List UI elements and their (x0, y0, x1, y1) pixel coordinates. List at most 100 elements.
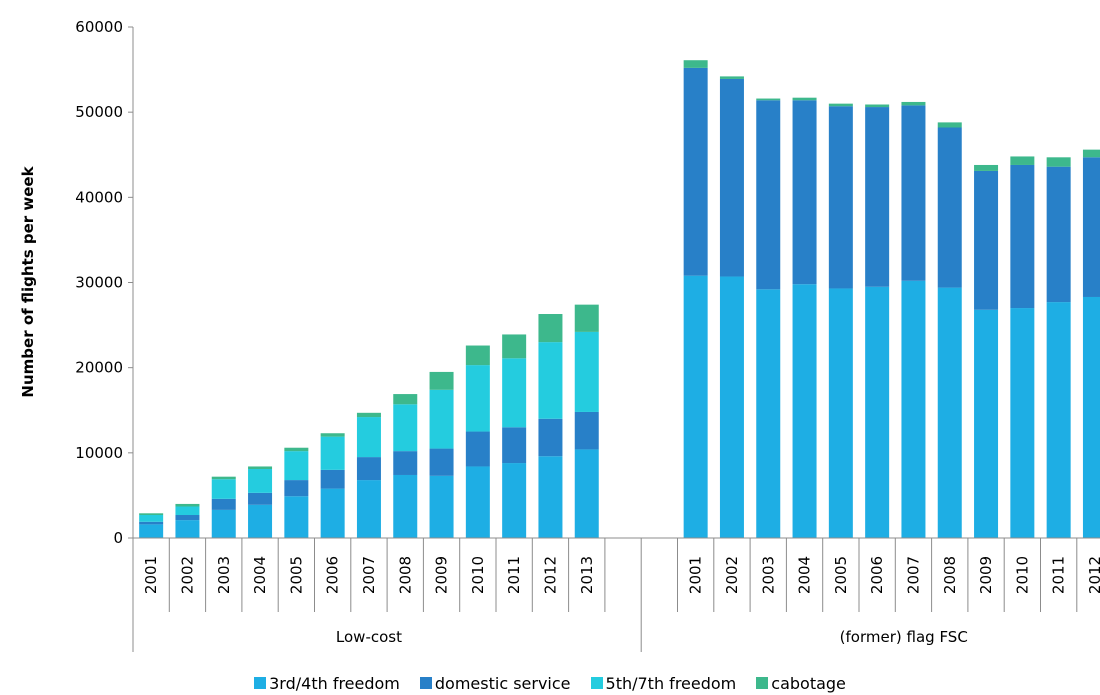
bar-segment (139, 524, 164, 538)
bar-segment (1082, 149, 1100, 158)
bar-segment (974, 164, 999, 171)
bar-segment (1046, 302, 1071, 538)
bar-segment (320, 469, 345, 489)
bar-segment (828, 103, 853, 107)
bar-segment (502, 427, 527, 464)
bar-segment (284, 447, 309, 452)
bar-segment (538, 456, 563, 538)
bar-segment (574, 449, 599, 538)
bar-segment (502, 334, 527, 359)
bar-segment (502, 463, 527, 538)
x-tick-label: 2009 (433, 556, 451, 594)
x-tick-label: 2005 (832, 556, 850, 594)
y-tick-label: 0 (113, 529, 123, 547)
legend: 3rd/4th freedom domestic service 5th/7th f… (0, 672, 1100, 694)
bar-segment (974, 170, 999, 310)
bar-segment (429, 448, 454, 476)
bar-segment (937, 127, 962, 288)
bar-segment (1010, 164, 1035, 309)
bar-segment (356, 480, 381, 538)
bar-segment (865, 107, 890, 287)
bar-segment (574, 304, 599, 332)
x-tick-label: 2007 (904, 556, 922, 594)
bar-segment (248, 504, 273, 538)
bar-segment (356, 457, 381, 481)
y-axis-label: Number of flights per week (19, 165, 37, 397)
bar-segment (502, 358, 527, 428)
x-tick-label: 2010 (1013, 556, 1031, 594)
bar-segment (465, 365, 490, 432)
stacked-bar-chart: 0 10000 20000 30000 40000 50000 60000 2001 2002 2… (19, 18, 1100, 652)
bar-segment (538, 314, 563, 343)
x-tick-label: 2004 (251, 556, 269, 594)
bar-segment (465, 431, 490, 467)
bar-segment (211, 479, 236, 499)
bar-segment (393, 404, 418, 452)
x-tick-label: 2006 (868, 556, 886, 594)
x-tick-label: 2002 (723, 556, 741, 594)
bar-segment (756, 98, 781, 101)
bar-segment (901, 105, 926, 281)
bar-segment (429, 389, 454, 449)
legend-item: 5th/7th freedom (590, 673, 737, 693)
legend-item: cabotage (756, 674, 846, 693)
bar-segment (284, 496, 309, 538)
x-tick-label: 2007 (360, 556, 378, 594)
bar-segment (901, 280, 926, 538)
bar-segment (465, 345, 490, 366)
bar-segment (1082, 296, 1100, 538)
bar-segment (538, 418, 563, 457)
x-tick-label: 2003 (759, 556, 777, 594)
y-tick-label: 20000 (75, 359, 123, 377)
bar-segment (1046, 166, 1071, 303)
bar-segment (393, 474, 418, 538)
bar-segment (828, 288, 853, 538)
bar-segment (719, 76, 744, 79)
x-tick-label: 2001 (687, 556, 705, 594)
legend-label: 3rd/4th freedom (269, 673, 400, 693)
legend-swatch (756, 677, 769, 689)
y-tick-label: 40000 (75, 188, 123, 206)
bar-segment (175, 506, 200, 516)
bar-segment (284, 451, 309, 481)
bar-segment (356, 417, 381, 458)
legend-label: 5th/7th freedom (605, 673, 737, 693)
bar-segment (211, 498, 236, 510)
bar-segment (211, 476, 236, 480)
x-tick-label: 2004 (796, 556, 814, 594)
x-tick-label: 2013 (578, 556, 596, 594)
bar-segment (429, 475, 454, 538)
bar-segment (756, 100, 781, 290)
bar-segment (248, 492, 273, 505)
x-tick-label: 2009 (977, 556, 995, 594)
y-tick-label: 10000 (75, 444, 123, 462)
bar-segment (284, 480, 309, 497)
bar-segment (320, 433, 345, 437)
x-tick-label: 2002 (178, 556, 196, 594)
legend-swatch (254, 677, 267, 689)
x-tick-label: 2012 (541, 556, 559, 594)
bar-segment (865, 104, 890, 108)
bar-segment (865, 286, 890, 538)
bar-segment (429, 371, 454, 390)
bar-segment (465, 466, 490, 538)
bar-segment (719, 276, 744, 538)
x-tick-label: 2001 (142, 556, 160, 594)
bar-segment (937, 287, 962, 538)
bar-segment (683, 275, 708, 538)
x-tick-label: 2011 (505, 556, 523, 594)
bar-segment (683, 60, 708, 68)
bar-segment (211, 509, 236, 538)
bar-segment (792, 100, 817, 285)
y-tick-label: 30000 (75, 274, 123, 292)
x-tick-label: 2010 (469, 556, 487, 594)
x-tick-label: 2012 (1086, 556, 1100, 594)
bar-segment (792, 284, 817, 538)
legend-item: domestic service (419, 674, 571, 693)
bar-segment (320, 436, 345, 470)
bar-segment (139, 515, 164, 522)
legend-swatch (590, 677, 603, 689)
x-tick-label: 2006 (324, 556, 342, 594)
bar-segment (393, 394, 418, 405)
x-tick-label: 2011 (1050, 556, 1068, 594)
